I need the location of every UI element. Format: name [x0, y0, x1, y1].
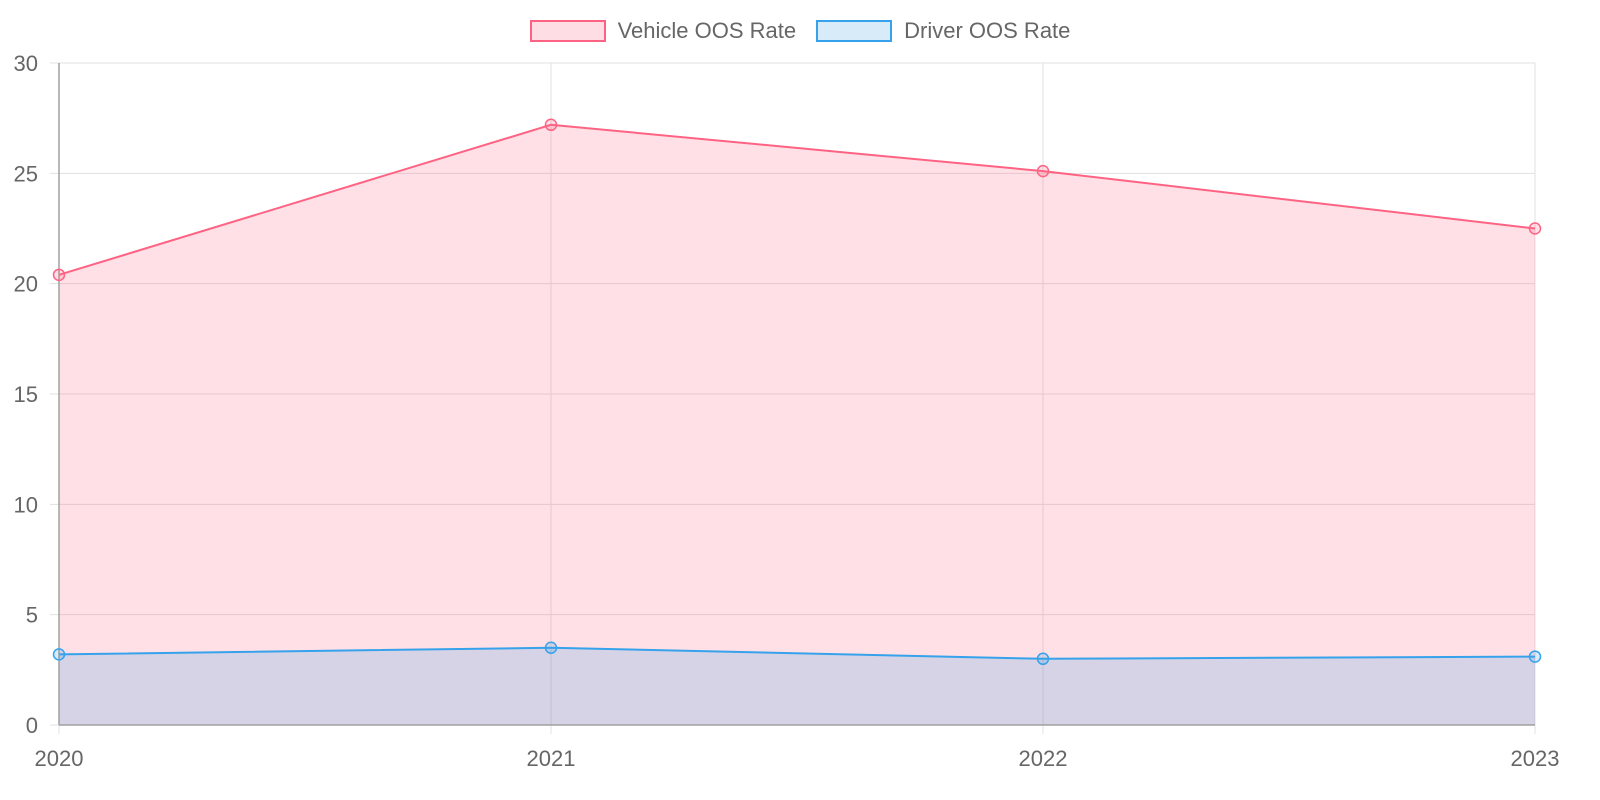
data-point: [544, 641, 558, 655]
legend-item-driver-oos-rate[interactable]: Driver OOS Rate: [816, 18, 1070, 44]
legend-swatch-vehicle: [529, 20, 606, 42]
area-fill-0: [59, 124, 1535, 725]
x-axis-tick-labels: 2020 2021 2022 2023: [35, 746, 1560, 771]
legend-label: Driver OOS Rate: [904, 18, 1071, 43]
legend-swatch-driver: [816, 20, 893, 42]
y-axis-tick-labels: 0 5 10 15 20 25 30: [14, 51, 38, 738]
y-tick-label: 30: [14, 51, 38, 76]
data-point: [1036, 652, 1050, 666]
legend-item-vehicle-oos-rate[interactable]: Vehicle OOS Rate: [529, 18, 797, 44]
y-tick-label: 0: [26, 713, 38, 738]
data-point: [1528, 650, 1542, 663]
data-point: [544, 118, 558, 132]
series-areas: [58, 123, 1536, 725]
data-point: [52, 648, 66, 661]
x-tick-label: 2020: [35, 746, 84, 771]
x-tick-label: 2023: [1511, 746, 1560, 771]
x-tick-label: 2021: [527, 746, 576, 771]
y-tick-label: 10: [14, 492, 38, 517]
data-points: [52, 118, 1542, 666]
series-line-1: [58, 646, 1536, 660]
legend: Vehicle OOS Rate Driver OOS Rate: [0, 18, 1600, 44]
area-fill-1: [59, 647, 1535, 725]
series-line-0: [58, 123, 1536, 276]
data-point: [1528, 222, 1542, 235]
axes: [58, 63, 1535, 726]
x-tick-label: 2022: [1019, 746, 1068, 771]
data-point: [1036, 164, 1050, 178]
y-tick-label: 20: [14, 272, 38, 297]
y-tick-label: 25: [14, 161, 38, 186]
y-tick-label: 15: [14, 382, 38, 407]
y-tick-label: 5: [26, 603, 38, 628]
legend-label: Vehicle OOS Rate: [617, 18, 797, 43]
data-point: [52, 268, 66, 282]
